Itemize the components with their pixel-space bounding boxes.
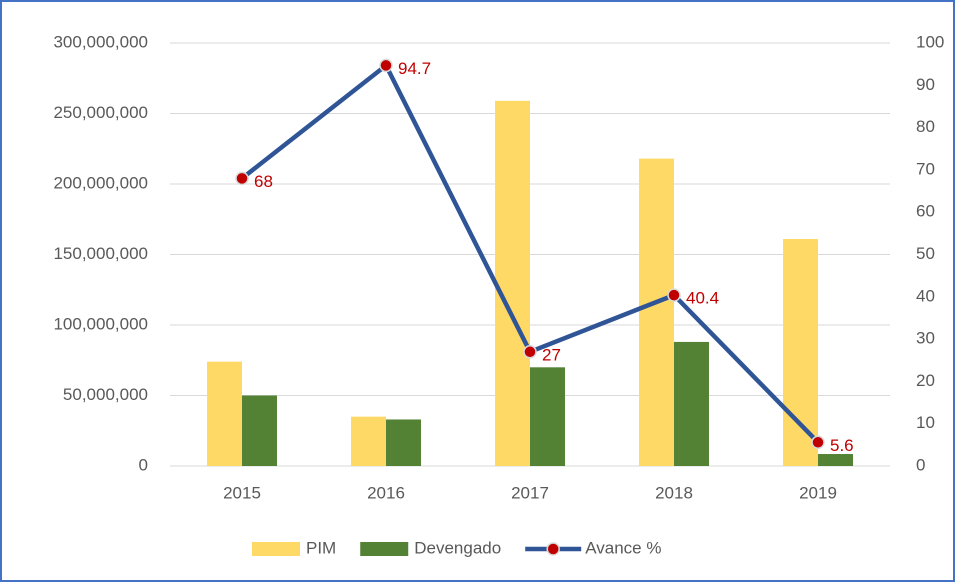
marker — [379, 58, 393, 73]
data-label: 94.7 — [398, 59, 431, 78]
legend-label: Avance % — [585, 538, 661, 557]
marker — [235, 171, 249, 186]
y-tick-label: 100,000,000 — [53, 314, 148, 333]
data-label: 5.6 — [830, 436, 854, 455]
marker — [523, 345, 537, 359]
data-label: 40.4 — [686, 289, 719, 308]
bar — [242, 395, 277, 466]
y2-tick-label: 30 — [916, 329, 935, 348]
y2-tick-label: 100 — [916, 32, 944, 51]
bar — [207, 361, 242, 466]
x-tick-label: 2018 — [655, 483, 693, 502]
y-tick-label: 50,000,000 — [63, 385, 148, 404]
y2-tick-label: 10 — [916, 413, 935, 432]
y2-tick-label: 70 — [916, 159, 935, 178]
y2-tick-label: 40 — [916, 286, 935, 305]
bar — [386, 419, 421, 466]
x-tick-label: 2016 — [367, 483, 405, 502]
bar — [674, 341, 709, 466]
data-label: 68 — [254, 172, 273, 191]
bar — [495, 100, 530, 466]
bar — [818, 454, 853, 466]
y-tick-label: 150,000,000 — [53, 244, 148, 263]
y2-tick-label: 50 — [916, 244, 935, 263]
legend-swatch — [360, 542, 409, 556]
y-tick-label: 200,000,000 — [53, 173, 148, 192]
x-tick-label: 2017 — [511, 483, 549, 502]
data-label: 27 — [542, 345, 561, 364]
bar — [351, 416, 386, 466]
y-tick-label: 0 — [139, 455, 148, 474]
marker — [667, 288, 681, 302]
y-tick-label: 300,000,000 — [53, 32, 148, 51]
y2-tick-label: 60 — [916, 202, 935, 221]
bar — [639, 158, 674, 466]
legend-swatch — [252, 542, 300, 556]
legend-marker — [546, 542, 560, 556]
bar — [783, 238, 818, 466]
bar — [530, 367, 565, 466]
y2-tick-label: 0 — [916, 455, 925, 474]
y2-tick-label: 20 — [916, 371, 935, 390]
marker — [811, 435, 825, 450]
legend-label: Devengado — [414, 538, 501, 557]
y-tick-label: 250,000,000 — [53, 103, 148, 122]
x-tick-label: 2019 — [799, 483, 837, 502]
y2-tick-label: 80 — [916, 117, 935, 136]
x-tick-label: 2015 — [223, 483, 261, 502]
legend-label: PIM — [306, 538, 336, 557]
y2-tick-label: 90 — [916, 75, 935, 94]
